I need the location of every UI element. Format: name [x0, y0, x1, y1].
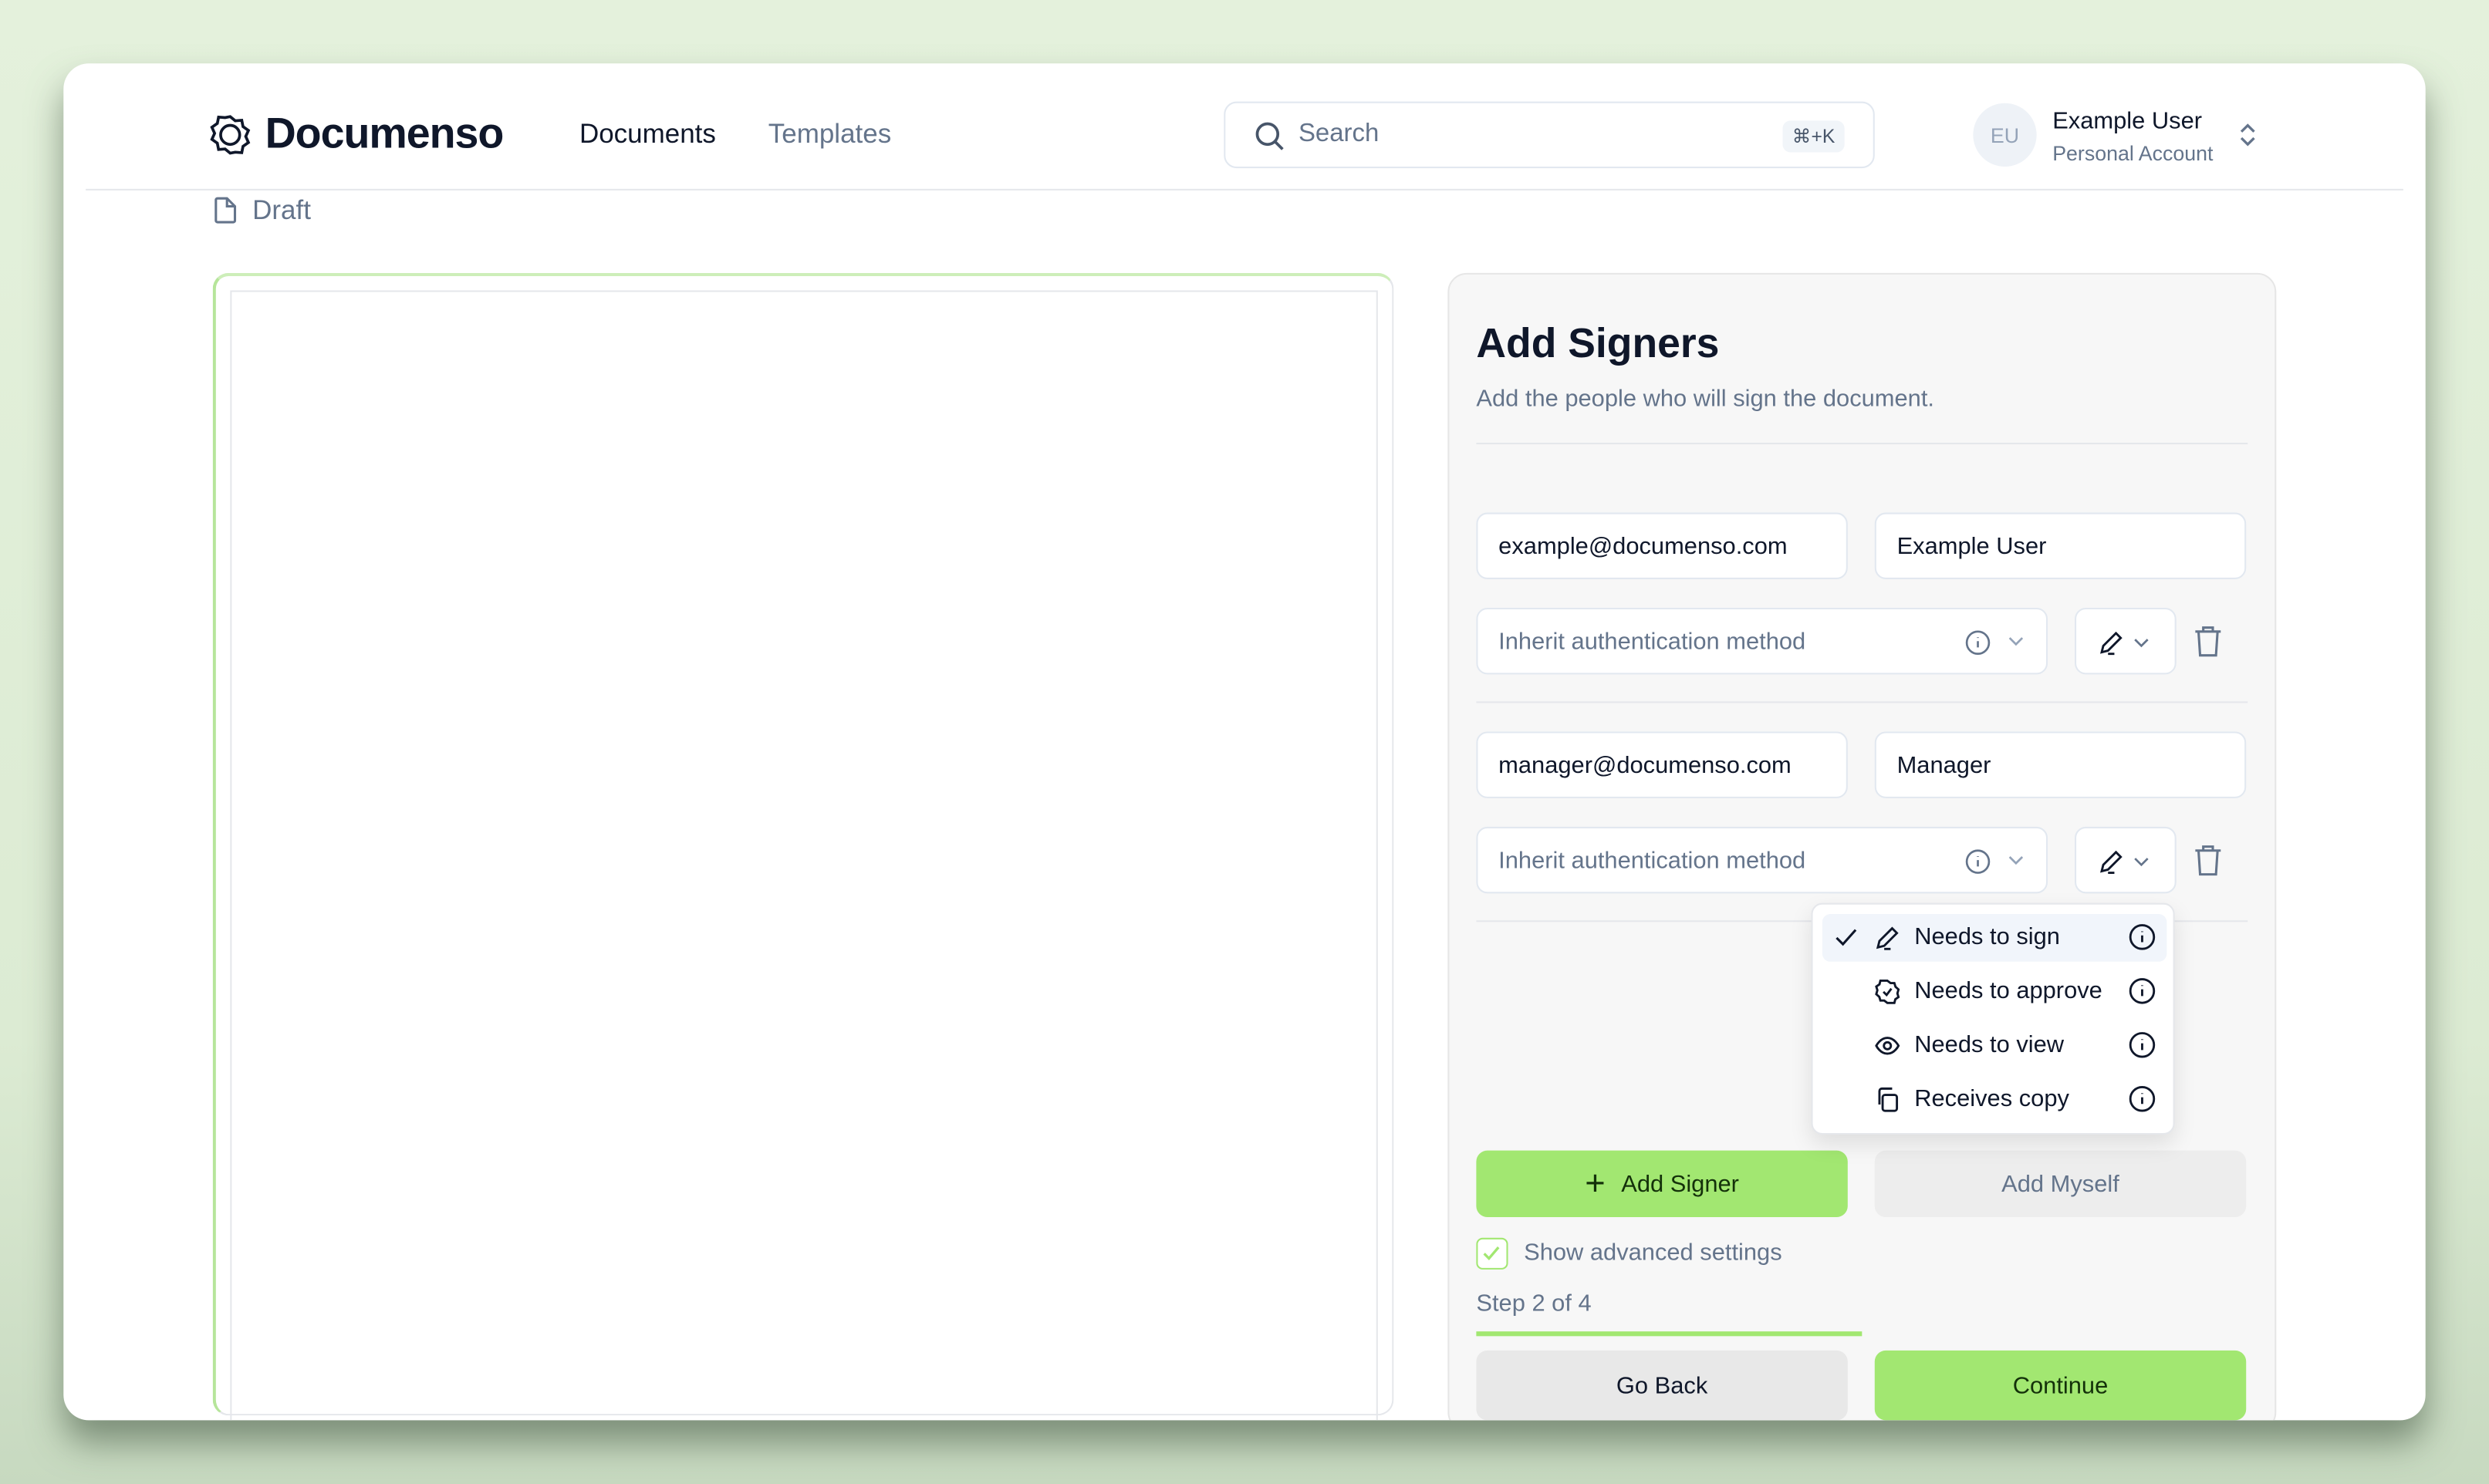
plus-icon: + [1585, 1163, 1606, 1203]
signers-panel: Add Signers Add the people who will sign… [1447, 272, 2277, 1421]
signer-name-input[interactable]: Example User [1874, 512, 2247, 579]
avatar[interactable]: EU [1973, 103, 2037, 167]
chevron-down-icon [2134, 639, 2149, 648]
info-icon[interactable] [2129, 1031, 2156, 1058]
eye-icon [1875, 1037, 1900, 1055]
divider [1476, 443, 2248, 445]
menu-item-label: Receives copy [1914, 1085, 2069, 1113]
signer-email-input[interactable]: manager@documenso.com [1476, 731, 1848, 798]
signer-name-input[interactable]: Manager [1874, 731, 2247, 798]
check-icon [1483, 1246, 1500, 1260]
info-icon[interactable] [1965, 630, 1991, 656]
trash-icon[interactable] [2193, 845, 2222, 876]
shortcut-badge: ⌘+K [1782, 120, 1845, 153]
continue-button[interactable]: Continue [1874, 1350, 2247, 1421]
add-signer-label: Add Signer [1621, 1170, 1739, 1198]
progress-bar [1476, 1331, 2248, 1337]
auth-method-select[interactable]: Inherit authentication method [1476, 826, 2048, 894]
menu-item-label: Needs to view [1914, 1031, 2065, 1059]
panel-subtitle: Add the people who will sign the documen… [1476, 385, 1934, 413]
advanced-settings-label[interactable]: Show advanced settings [1524, 1239, 1782, 1266]
divider [1476, 701, 2248, 703]
check-icon [1836, 929, 1857, 946]
add-signer-button[interactable]: + Add Signer [1476, 1150, 1848, 1218]
chevron-down-icon [2008, 637, 2024, 646]
info-icon[interactable] [2129, 923, 2156, 950]
panel-title: Add Signers [1476, 319, 1720, 367]
badge-check-icon [1875, 980, 1900, 1004]
go-back-button[interactable]: Go Back [1476, 1350, 1848, 1421]
menu-item-label: Needs to approve [1914, 977, 2102, 1005]
document-page [230, 290, 1378, 1421]
search-placeholder: Search [1298, 120, 1380, 148]
chevron-down-icon [2134, 858, 2149, 867]
advanced-settings-checkbox[interactable] [1476, 1237, 1508, 1270]
document-status: Draft [252, 195, 311, 226]
nav-documents[interactable]: Documents [579, 119, 716, 150]
auth-method-select[interactable]: Inherit authentication method [1476, 607, 2048, 675]
pen-icon [2100, 631, 2123, 656]
role-select[interactable] [2075, 826, 2177, 894]
chevron-down-icon [2008, 856, 2024, 865]
nav-templates[interactable]: Templates [768, 119, 892, 150]
menu-item-receives-copy[interactable]: Receives copy [1822, 1076, 2166, 1124]
auth-method-value: Inherit authentication method [1498, 846, 1806, 874]
copy-icon [1878, 1087, 1899, 1112]
info-icon[interactable] [2129, 977, 2156, 1004]
document-viewer[interactable] [212, 272, 1394, 1421]
chevrons-up-down-icon[interactable] [2238, 122, 2258, 147]
add-myself-button[interactable]: Add Myself [1874, 1150, 2247, 1218]
logo-icon [210, 114, 251, 155]
search-input[interactable]: Search ⌘+K [1224, 101, 1875, 169]
menu-item-label: Needs to sign [1914, 923, 2060, 951]
auth-method-value: Inherit authentication method [1498, 627, 1806, 655]
info-icon[interactable] [2129, 1085, 2156, 1112]
menu-item-needs-to-view[interactable]: Needs to view [1822, 1022, 2166, 1070]
progress-fill [1476, 1331, 1863, 1337]
role-dropdown-menu: Needs to sign Needs to approve Needs to … [1811, 902, 2175, 1135]
signer-email-input[interactable]: example@documenso.com [1476, 512, 1848, 579]
file-icon [214, 197, 237, 224]
brand-name[interactable]: Documenso [265, 109, 505, 157]
step-indicator: Step 2 of 4 [1476, 1290, 1592, 1317]
trash-icon[interactable] [2193, 626, 2222, 657]
header-divider [86, 188, 2403, 191]
info-icon[interactable] [1965, 849, 1991, 875]
pen-icon [2100, 850, 2123, 875]
menu-item-needs-to-approve[interactable]: Needs to approve [1822, 968, 2166, 1016]
menu-item-needs-to-sign[interactable]: Needs to sign [1822, 914, 2167, 962]
account-name: Personal Account [2052, 141, 2214, 165]
app-window: Documenso Documents Templates Search ⌘+K… [63, 63, 2426, 1421]
role-select[interactable] [2075, 607, 2177, 675]
search-icon [1255, 122, 1284, 150]
user-name[interactable]: Example User [2052, 107, 2203, 135]
pen-icon [1876, 926, 1899, 950]
